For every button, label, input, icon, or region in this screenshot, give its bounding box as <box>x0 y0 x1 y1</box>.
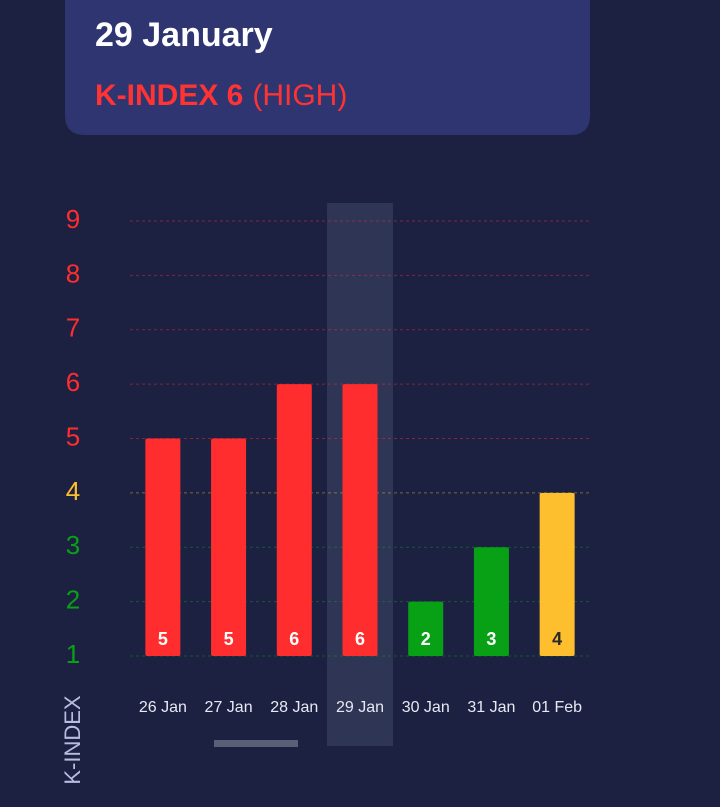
plot: 1 2 3 4 5 6 7 8 9 26 Jan 5 27 Jan 5 28 Jan 6 29 Jan 6 30 … <box>66 203 590 746</box>
x-tick-label: 27 Jan <box>205 699 253 716</box>
y-tick-label: 3 <box>66 530 80 560</box>
x-tick-label: 26 Jan <box>139 699 187 716</box>
header-card <box>65 0 590 135</box>
bar <box>276 384 312 656</box>
y-tick-label: 7 <box>66 313 80 343</box>
date: 29 January <box>95 16 273 54</box>
value-label: 2 <box>421 629 431 649</box>
bar <box>145 438 181 656</box>
y-tick-label: 1 <box>66 639 80 669</box>
y-tick-label: 9 <box>66 204 80 234</box>
y-tick-label: 8 <box>66 258 80 288</box>
kindex: K-INDEX 6 <box>95 79 243 112</box>
x-tick-label: 29 Jan <box>336 699 384 716</box>
value-label: 4 <box>552 629 562 649</box>
bar <box>342 384 378 656</box>
bar <box>211 438 247 656</box>
y-tick-label: 6 <box>66 367 80 397</box>
value-label: 6 <box>289 629 299 649</box>
x-tick-label: 28 Jan <box>270 699 318 716</box>
bar <box>408 601 444 656</box>
y-tick-label: 4 <box>66 476 80 506</box>
x-tick-label: 01 Feb <box>532 699 582 716</box>
value-label: 6 <box>355 629 365 649</box>
level: (HIGH) <box>252 79 347 112</box>
bar <box>539 492 575 656</box>
value-label: 5 <box>158 629 168 649</box>
x-tick-label: 30 Jan <box>402 699 450 716</box>
y-tick-label: 5 <box>66 421 80 451</box>
x-tick-label: 31 Jan <box>467 699 515 716</box>
value-label: 3 <box>486 629 496 649</box>
scroll-indicator <box>214 740 298 747</box>
bar <box>473 547 509 656</box>
y-tick-label: 2 <box>66 585 80 615</box>
value-label: 5 <box>224 629 234 649</box>
y-axis-label: K-INDEX <box>60 695 85 785</box>
kindex-line: K-INDEX 6 (HIGH) <box>95 79 347 112</box>
